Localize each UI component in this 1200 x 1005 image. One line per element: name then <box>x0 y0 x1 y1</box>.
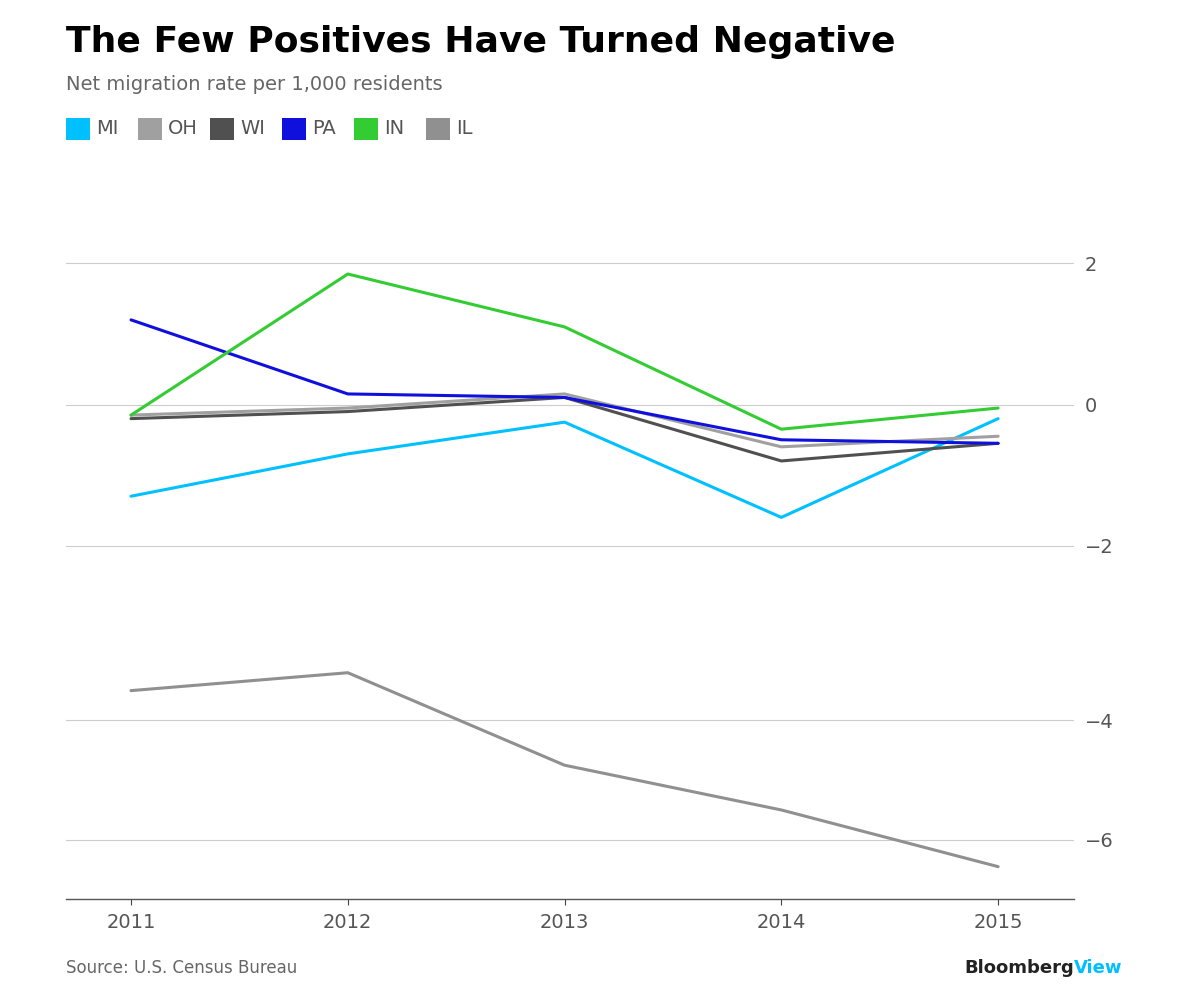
Text: WI: WI <box>240 120 265 138</box>
Text: View: View <box>1074 959 1122 977</box>
Text: MI: MI <box>96 120 119 138</box>
Text: IL: IL <box>456 120 473 138</box>
Text: Net migration rate per 1,000 residents: Net migration rate per 1,000 residents <box>66 75 443 94</box>
Text: OH: OH <box>168 120 198 138</box>
Text: IN: IN <box>384 120 404 138</box>
Text: Bloomberg: Bloomberg <box>965 959 1074 977</box>
Text: Source: U.S. Census Bureau: Source: U.S. Census Bureau <box>66 959 298 977</box>
Text: The Few Positives Have Turned Negative: The Few Positives Have Turned Negative <box>66 25 895 59</box>
Text: PA: PA <box>312 120 336 138</box>
